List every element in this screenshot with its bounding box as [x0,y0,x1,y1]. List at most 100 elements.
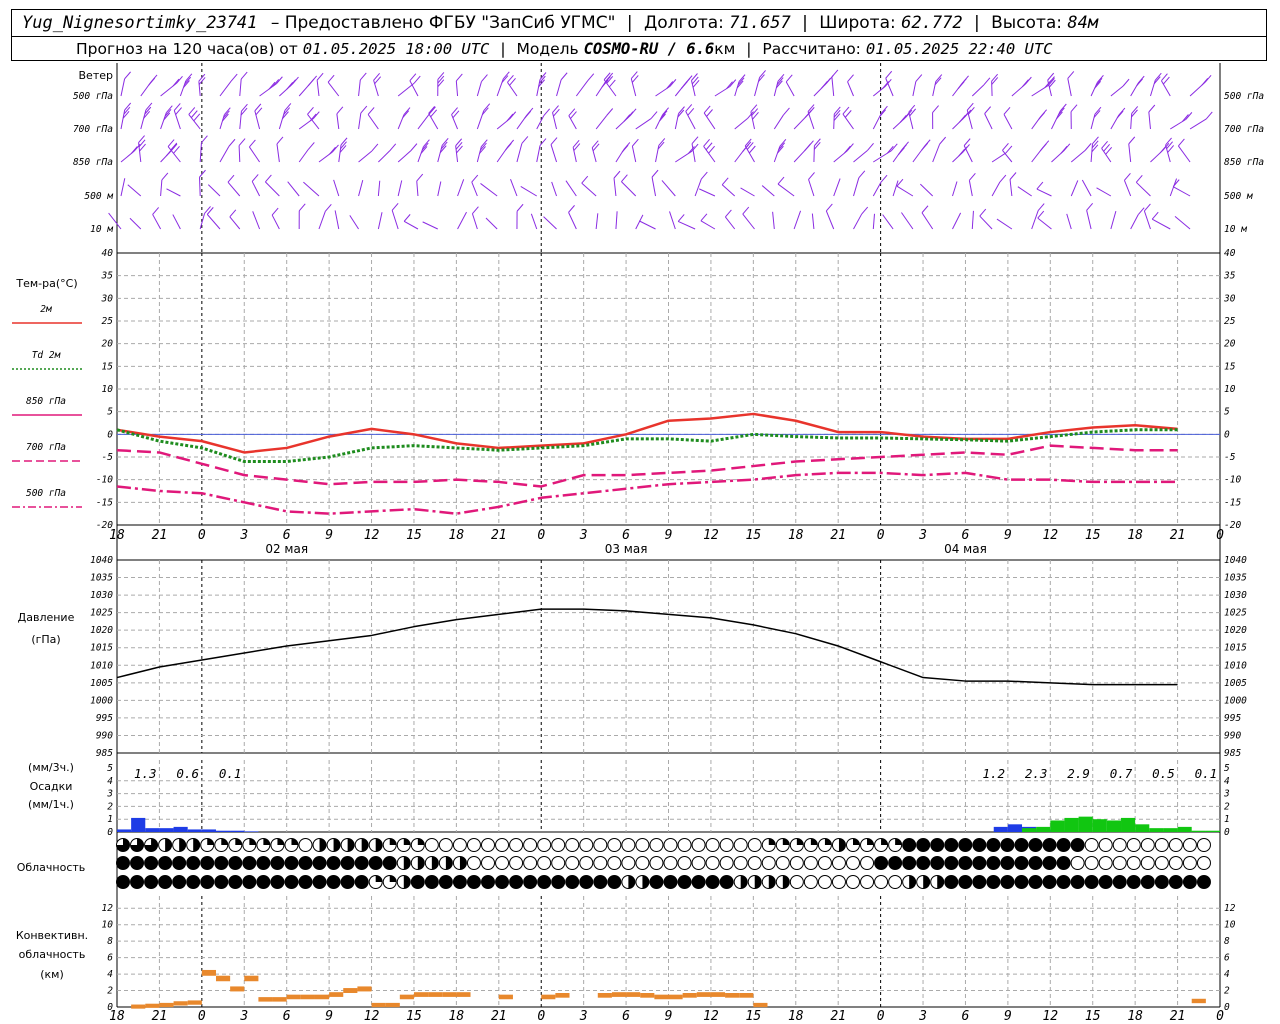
barb-staff [278,110,286,130]
cloud-circle [986,856,1001,870]
wind-barb [772,211,775,230]
barb-feather [898,147,905,155]
barb-staff [397,150,412,163]
barb-feather [413,75,421,84]
precip-ytick-left: 3 [106,789,113,800]
barb-staff [358,150,373,163]
wind-barb [882,214,894,230]
barb-staff [919,183,934,197]
cloud-circle [719,875,734,889]
barb-feather [808,172,815,180]
x-tick-temp: 12 [364,528,380,543]
conv-bar [696,992,711,997]
cloud-cover-symbol [396,838,411,852]
barb-feather [1038,112,1046,120]
cloud-circle [958,838,973,852]
cloud-cover-symbol [1140,875,1155,889]
pressure-title: Давление [18,611,75,624]
barb-feather [251,174,259,182]
model-unit: км [714,40,736,58]
wind-barb [1128,136,1136,163]
barb-feather [521,136,529,144]
wind-barb [516,136,529,163]
cloud-cover-symbol [719,875,734,889]
wind-barb [510,178,518,197]
wind-barb [996,218,1013,230]
wind-barb [807,104,815,130]
wind-barb [833,106,841,130]
conv-bar [428,992,443,997]
barb-staff [397,180,403,197]
barb-staff [265,181,280,197]
barb-feather [783,107,790,116]
conv-bar [739,993,754,998]
barb-feather [785,74,793,83]
cloud-three-quarter [144,838,158,852]
cloud-circle [158,856,173,870]
wind-barb [496,111,517,130]
precip-bar [1205,830,1220,832]
cloud-circle [1196,875,1211,889]
barb-feather [184,76,192,85]
wind-barb [1143,203,1151,230]
cloud-cover-symbol [789,838,804,852]
barb-feather [896,178,904,187]
barb-feather [255,107,263,116]
barb-staff [206,214,221,230]
cloud-cover-symbol [817,838,832,852]
cloud-quarter [207,838,214,845]
conv-ytick-right: 4 [1224,969,1230,980]
barb-feather [440,141,448,150]
cloud-circle [607,856,622,870]
precip-bar [1078,816,1093,832]
barb-feather [173,146,180,154]
barb-feather [677,109,685,118]
barb-staff [631,146,637,163]
barb-feather [1059,103,1067,112]
barb-staff [700,220,716,230]
wind-barb [655,138,666,163]
barb-feather [298,203,306,212]
barb-feather [606,108,614,116]
conv-ytick-left: 12 [102,903,114,914]
wind-barb [451,107,460,130]
cloud-circle [761,856,776,870]
barb-staff [129,217,142,230]
barb-staff [833,178,841,197]
barb-feather [1162,76,1170,85]
barb-staff [1002,149,1013,163]
temp-ytick-right: 0 [1224,429,1230,440]
wind-level-label: 500 м [84,191,113,202]
wind-level-label: 700 гПа [73,124,113,135]
wind-barb [991,145,1013,163]
wind-barb [621,174,637,197]
cloud-three-quarter [116,838,130,852]
cloud-circle [1084,838,1099,852]
wind-level-label: 10 м [90,224,113,235]
barb-feather [921,205,929,214]
cloud-circle [1112,856,1127,870]
wind-barb [793,140,814,163]
wind-barb [773,138,787,163]
cloud-cover-symbol [986,856,1001,870]
barb-staff [872,213,876,230]
conv-ytick-right: 6 [1224,953,1230,964]
wind-barb [1148,104,1156,130]
barb-feather [1124,173,1131,181]
barb-feather [410,143,418,151]
cloud-cover-symbol [200,856,215,870]
barb-feather [170,142,178,151]
barb-staff [198,81,201,97]
cloud-cover-symbol [691,875,706,889]
cloud-cover-symbol [466,838,481,852]
wind-barb [932,74,943,97]
barb-staff [377,180,381,197]
wind-barb [872,174,888,197]
barb-staff [287,181,300,197]
x-tick-temp: 3 [918,528,927,543]
station-name: Yug_Nignesortimky_23741 [22,13,258,33]
cloud-cover-symbol [551,838,566,852]
cloud-cover-symbol [537,856,552,870]
cloud-circle [621,856,636,870]
provider: – Предоставлено ФГБУ "ЗапСиб УГМС" [270,13,616,33]
